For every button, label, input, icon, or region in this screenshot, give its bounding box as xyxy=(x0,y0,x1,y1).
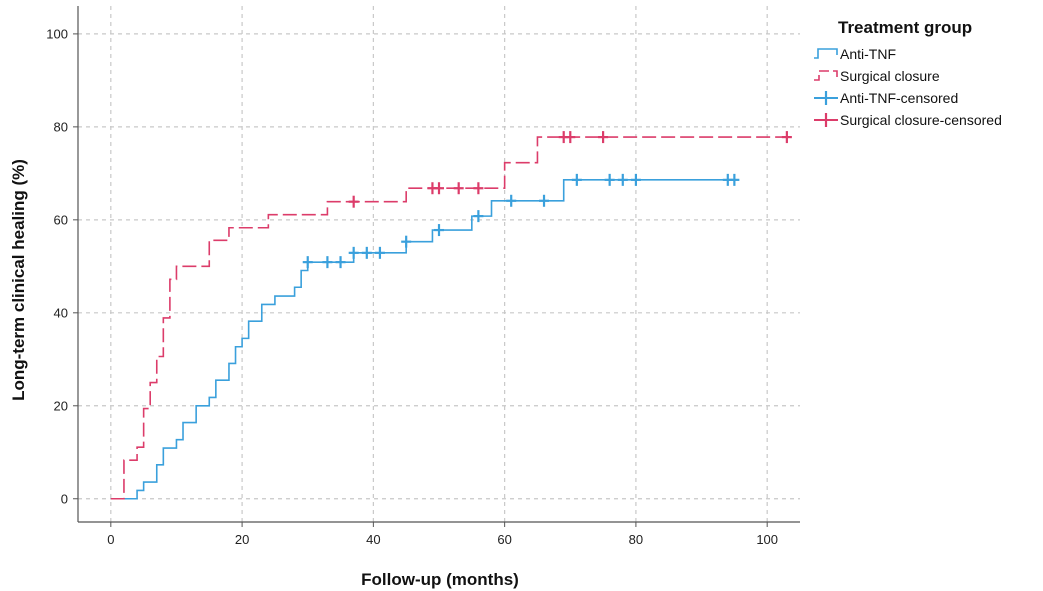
x-tick-label: 100 xyxy=(756,532,778,547)
y-tick-label: 60 xyxy=(54,212,68,227)
censor-mark-anti-tnf xyxy=(335,256,346,269)
censor-mark-surgical-closure xyxy=(348,195,359,208)
censor-mark-anti-tnf xyxy=(302,256,313,269)
censor-marks xyxy=(302,131,792,269)
legend-label: Surgical closure xyxy=(840,68,940,84)
x-tick-label: 40 xyxy=(366,532,380,547)
series-line-anti-tnf xyxy=(110,179,735,500)
legend: Treatment group Anti-TNF Surgical closure… xyxy=(814,18,1002,128)
censor-mark-surgical-closure xyxy=(565,131,576,144)
legend-entry-3: Surgical closure-censored xyxy=(814,112,1002,128)
axes: 0 20 40 60 80 100 0 20 40 60 80 100 xyxy=(46,6,800,547)
censor-mark-surgical-closure xyxy=(453,182,464,195)
legend-entry-1: Surgical closure xyxy=(814,68,940,84)
censor-mark-anti-tnf xyxy=(348,246,359,259)
y-tick-label: 40 xyxy=(54,305,68,320)
censor-mark-anti-tnf xyxy=(617,173,628,186)
y-axis-title: Long-term clinical healing (%) xyxy=(9,159,28,401)
censor-mark-anti-tnf xyxy=(361,246,372,259)
x-tick-label: 60 xyxy=(497,532,511,547)
censor-mark-anti-tnf xyxy=(630,173,641,186)
censor-mark-surgical-closure xyxy=(473,182,484,195)
y-tick-label: 80 xyxy=(54,119,68,134)
x-tick-label: 80 xyxy=(629,532,643,547)
censor-mark-surgical-closure xyxy=(434,182,444,195)
censor-mark-anti-tnf xyxy=(473,210,484,223)
legend-label: Anti-TNF-censored xyxy=(840,90,958,106)
legend-swatch-anti-tnf xyxy=(814,48,838,59)
y-tick-label: 0 xyxy=(61,491,68,506)
censor-mark-anti-tnf xyxy=(539,194,550,207)
y-tick-label: 20 xyxy=(54,398,68,413)
series-line-surgical-closure xyxy=(110,136,787,500)
censor-mark-anti-tnf xyxy=(434,224,444,237)
series-layer xyxy=(110,136,787,500)
legend-swatch-surgical-closure xyxy=(814,70,838,81)
legend-entry-0: Anti-TNF xyxy=(814,46,896,62)
x-tick-label: 20 xyxy=(235,532,249,547)
censor-mark-anti-tnf xyxy=(571,173,582,186)
x-tick-label: 0 xyxy=(107,532,114,547)
censor-mark-anti-tnf xyxy=(322,256,333,269)
grid-lines xyxy=(78,6,800,522)
censor-mark-surgical-closure xyxy=(598,131,609,144)
y-tick-label: 100 xyxy=(46,26,68,41)
legend-label: Anti-TNF xyxy=(840,46,896,62)
censor-mark-anti-tnf xyxy=(604,173,615,186)
censor-mark-anti-tnf xyxy=(374,246,385,259)
censor-mark-anti-tnf xyxy=(729,173,740,186)
legend-entry-2: Anti-TNF-censored xyxy=(814,90,958,106)
censor-mark-anti-tnf xyxy=(401,235,412,248)
x-axis-title: Follow-up (months) xyxy=(361,570,519,589)
censor-mark-surgical-closure xyxy=(781,131,792,144)
censor-mark-anti-tnf xyxy=(506,194,517,207)
legend-label: Surgical closure-censored xyxy=(840,112,1002,128)
legend-title: Treatment group xyxy=(838,18,972,37)
